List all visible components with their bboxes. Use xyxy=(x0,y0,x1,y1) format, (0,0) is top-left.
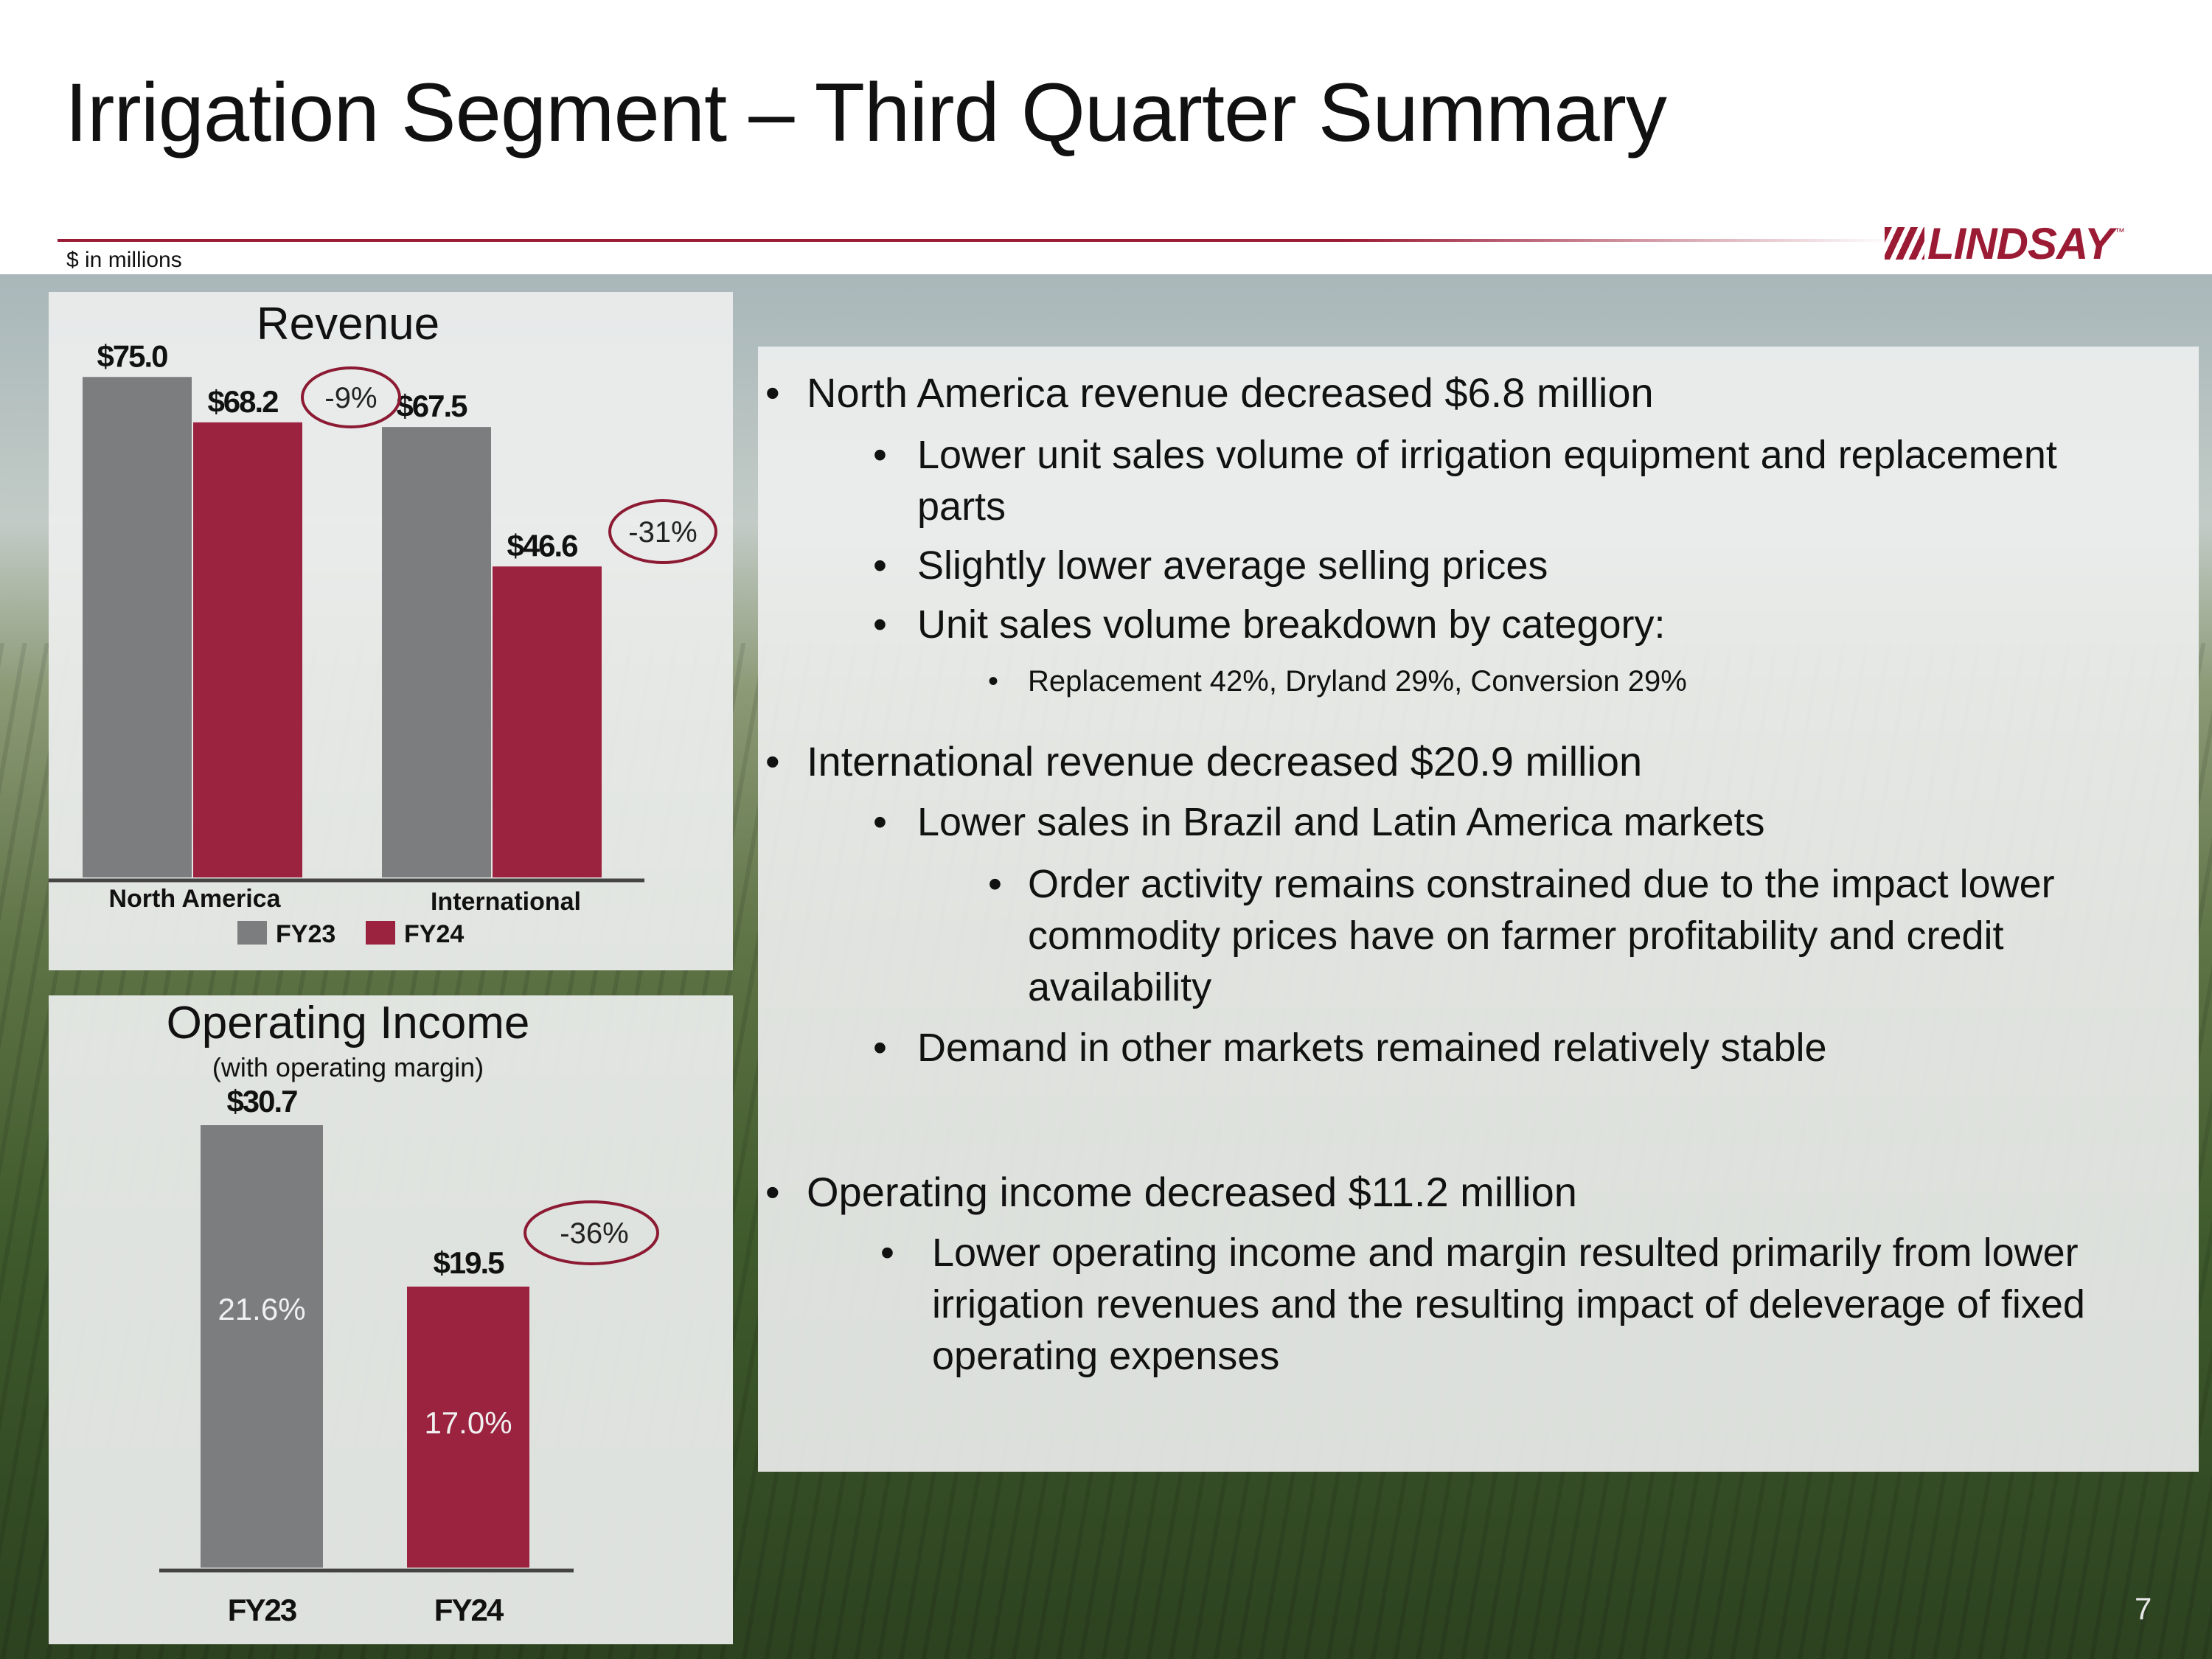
slide-title: Irrigation Segment – Third Quarter Summa… xyxy=(65,66,1667,159)
bullet-level-2-text: Demand in other markets remained relativ… xyxy=(917,1026,1827,1070)
operating-income-value-label: $19.5 xyxy=(433,1245,504,1280)
bullet-level-2-text: Lower sales in Brazil and Latin America … xyxy=(917,800,1765,844)
operating-income-value-label: $30.7 xyxy=(226,1084,297,1119)
bullet-list: • North America revenue decreased $6.8 mi… xyxy=(758,347,2199,1472)
bullet-level-2-text: irrigation revenues and the resulting im… xyxy=(932,1282,2085,1326)
bullet-dot-icon: • xyxy=(988,862,1002,906)
operating-margin-label: 21.6% xyxy=(218,1292,305,1326)
operating-income-category-label: FY23 xyxy=(228,1593,296,1627)
logo-word: LINDSAY xyxy=(1927,218,2114,268)
bullet-level-1-text: International revenue decreased $20.9 mi… xyxy=(807,738,1643,785)
bullet-level-2-text: Lower operating income and margin result… xyxy=(932,1231,2079,1275)
bullet-dot-icon: • xyxy=(988,665,999,698)
summary-text-panel: • North America revenue decreased $6.8 mi… xyxy=(758,347,2199,1472)
bullet-dot-icon: • xyxy=(873,800,887,844)
bullet-dot-icon: • xyxy=(765,369,780,416)
logo-trademark: ™ xyxy=(2114,226,2125,237)
revenue-category-label: North America xyxy=(108,885,281,913)
legend-label-fy23: FY23 xyxy=(276,920,335,948)
bullet-level-3-text: availability xyxy=(1028,965,1212,1009)
change-circle-north-america xyxy=(301,366,401,428)
operating-income-panel: Operating Income (with operating margin) $… xyxy=(49,995,733,1644)
revenue-value-label: $68.2 xyxy=(207,384,278,419)
logo-stripes-icon xyxy=(1885,227,1924,260)
legend-label-fy24: FY24 xyxy=(404,920,464,948)
title-divider xyxy=(58,239,1893,242)
revenue-bar-fy24-international xyxy=(493,566,602,877)
revenue-value-label: $67.5 xyxy=(396,389,467,423)
bullet-level-3-text: Replacement 42%, Dryland 29%, Conversion… xyxy=(1028,665,1687,698)
change-circle-international xyxy=(608,499,717,564)
operating-income-title: Operating Income xyxy=(167,998,530,1048)
bullet-dot-icon: • xyxy=(873,602,887,647)
change-label-north-america: -9% xyxy=(324,382,377,414)
change-label-international: -31% xyxy=(628,516,697,549)
legend-swatch-fy24 xyxy=(366,921,395,945)
operating-income-chart: Operating Income(with operating margin)$… xyxy=(159,998,659,1627)
bullet-level-3-text: commodity prices have on farmer profitab… xyxy=(1028,914,2004,958)
change-circle-operating-income xyxy=(524,1200,659,1265)
bullet-level-1-text: North America revenue decreased $6.8 mil… xyxy=(807,369,1654,416)
operating-income-bar-fy23 xyxy=(201,1125,323,1568)
revenue-bar-fy24-north-america xyxy=(193,422,302,877)
bullet-dot-icon: • xyxy=(873,543,887,588)
revenue-category-label: International xyxy=(431,888,581,916)
revenue-bar-fy23-international xyxy=(382,427,491,877)
bullet-level-2-text: parts xyxy=(917,484,1006,529)
page-number: 7 xyxy=(2135,1591,2152,1626)
bullet-level-2-text: operating expenses xyxy=(932,1334,1280,1378)
bullet-dot-icon: • xyxy=(765,1169,780,1215)
legend-swatch-fy23 xyxy=(237,921,267,945)
bullet-level-3-text: Order activity remains constrained due t… xyxy=(1028,862,2055,906)
operating-income-bar-fy24 xyxy=(407,1286,529,1568)
revenue-bar-fy23-north-america xyxy=(83,377,192,877)
bullet-dot-icon: • xyxy=(873,1026,887,1070)
bullet-dot-icon: • xyxy=(873,433,887,477)
revenue-panel: Revenue $75.0 $68.2 $67.5 $46.6 North America… xyxy=(49,292,733,970)
revenue-chart: Revenue $75.0 $68.2 $67.5 $46.6 North America… xyxy=(49,299,717,948)
revenue-value-label: $75.0 xyxy=(97,338,167,373)
bullet-level-1-text: Operating income decreased $11.2 million xyxy=(807,1169,1577,1215)
units-note: $ in millions xyxy=(66,248,182,272)
bullet-level-2-text: Unit sales volume breakdown by category: xyxy=(917,602,1666,647)
bullet-level-2-text: Lower unit sales volume of irrigation eq… xyxy=(917,433,2057,477)
operating-income-category-label: FY24 xyxy=(434,1593,504,1627)
bullet-dot-icon: • xyxy=(880,1231,894,1275)
operating-margin-label: 17.0% xyxy=(424,1405,512,1440)
bullet-level-2-text: Slightly lower average selling prices xyxy=(917,543,1548,588)
lindsay-logo: LINDSAY ™ xyxy=(1885,219,2125,268)
operating-income-subtitle: (with operating margin) xyxy=(212,1052,484,1082)
revenue-title: Revenue xyxy=(257,299,439,349)
change-label-operating-income: -36% xyxy=(560,1217,628,1250)
bullet-dot-icon: • xyxy=(765,738,780,785)
revenue-value-label: $46.6 xyxy=(507,528,577,563)
